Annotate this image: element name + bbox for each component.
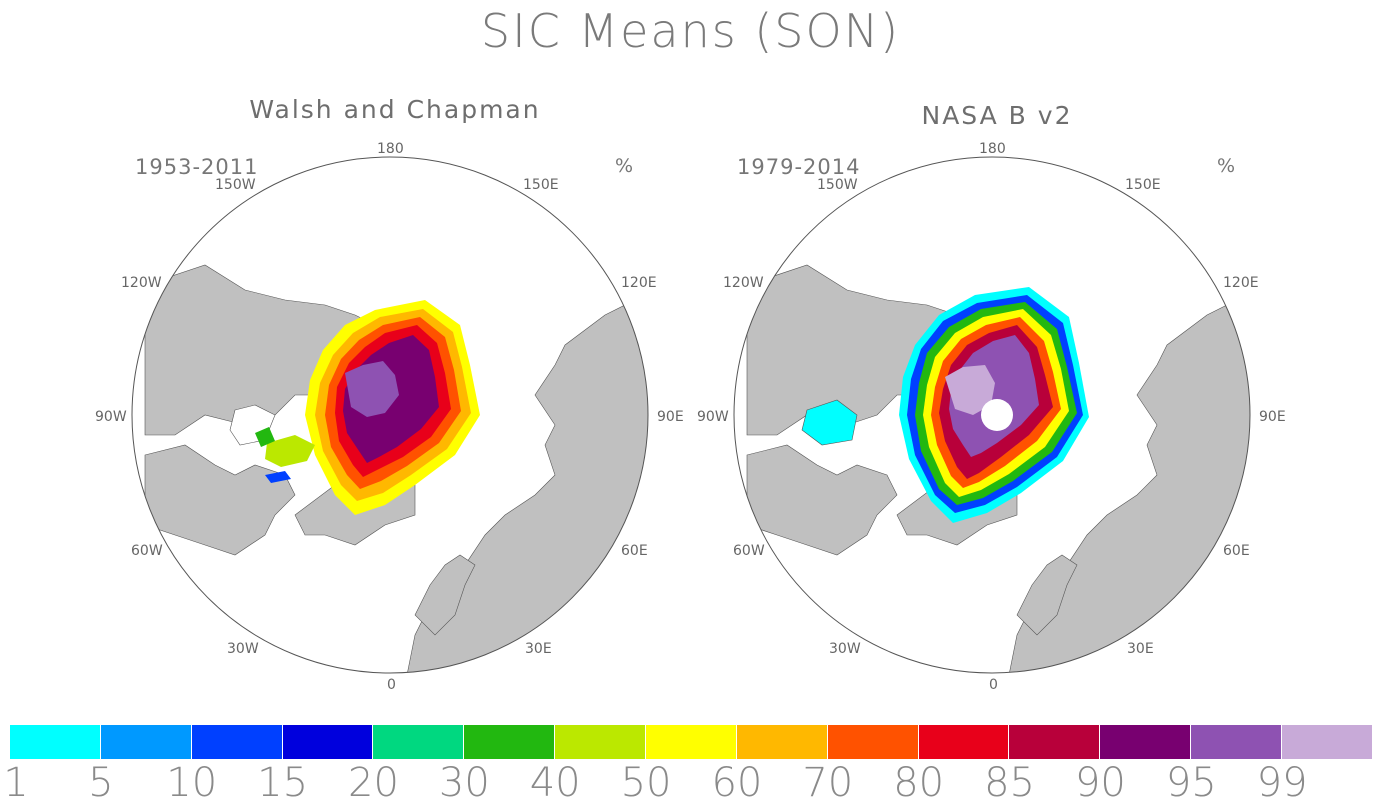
lon-label-90w: 90W xyxy=(95,409,127,425)
lon-label-30e: 30E xyxy=(525,641,552,657)
colorbar-tick-label: 1 xyxy=(3,760,29,806)
lon-label-60w: 60W xyxy=(131,543,163,559)
colorbar-tick-label: 90 xyxy=(1074,760,1126,806)
map-panel-nasa-b-v2: NASA B v2 1979-2014 % 180 150W 15 xyxy=(687,95,1307,695)
polar-map xyxy=(131,156,649,674)
colorbar-swatch xyxy=(373,725,465,759)
colorbar-tick-label: 60 xyxy=(711,760,763,806)
colorbar-swatch xyxy=(1282,725,1373,759)
colorbar-tick-label: 70 xyxy=(802,760,854,806)
colorbar-swatch xyxy=(10,725,101,759)
colorbar-tick-label: 30 xyxy=(438,760,490,806)
lon-label-90w: 90W xyxy=(697,409,729,425)
colorbar-tick-label: 5 xyxy=(88,760,114,806)
map-content xyxy=(734,157,1250,673)
lon-label-90e: 90E xyxy=(1259,409,1286,425)
colorbar-tick-label: 15 xyxy=(257,760,309,806)
lon-label-120w: 120W xyxy=(723,275,764,291)
panel-title: NASA B v2 xyxy=(921,101,1073,130)
colorbar-labels: 1 5 10 15 20 30 40 50 60 70 80 85 90 95 99 xyxy=(0,760,1381,807)
panel-title: Walsh and Chapman xyxy=(249,95,541,124)
period-label: 1979-2014 xyxy=(737,155,861,179)
colorbar-swatch xyxy=(555,725,647,759)
lon-label-120e: 120E xyxy=(1223,275,1259,291)
lon-label-30e: 30E xyxy=(1127,641,1154,657)
colorbar-swatch xyxy=(100,725,192,759)
lon-label-150e: 150E xyxy=(523,177,559,193)
lon-label-30w: 30W xyxy=(227,641,259,657)
lon-label-150w: 150W xyxy=(817,177,858,193)
polar-map xyxy=(733,156,1251,674)
lon-label-60e: 60E xyxy=(621,543,648,559)
map-panel-walsh-chapman: Walsh and Chapman 1953-2011 % xyxy=(85,95,705,695)
colorbar-swatch xyxy=(464,725,556,759)
colorbar-swatch xyxy=(1100,725,1192,759)
colorbar-swatch xyxy=(736,725,828,759)
colorbar-tick-label: 10 xyxy=(166,760,218,806)
colorbar-swatch xyxy=(282,725,374,759)
colorbar-swatch xyxy=(827,725,919,759)
lon-label-30w: 30W xyxy=(829,641,861,657)
colorbar-tick-label: 50 xyxy=(620,760,672,806)
colorbar-swatch xyxy=(1191,725,1283,759)
lon-label-150e: 150E xyxy=(1125,177,1161,193)
unit-label: % xyxy=(615,155,634,177)
colorbar xyxy=(10,725,1373,759)
lon-label-180: 180 xyxy=(377,141,404,157)
colorbar-swatch xyxy=(1009,725,1101,759)
colorbar-tick-label: 99 xyxy=(1256,760,1308,806)
colorbar-swatch xyxy=(191,725,283,759)
lon-label-90e: 90E xyxy=(657,409,684,425)
lon-label-150w: 150W xyxy=(215,177,256,193)
period-label: 1953-2011 xyxy=(135,155,259,179)
unit-label: % xyxy=(1217,155,1236,177)
main-title: SIC Means (SON) xyxy=(480,4,901,58)
lon-label-0: 0 xyxy=(989,677,998,693)
colorbar-swatch xyxy=(646,725,737,759)
lon-label-60w: 60W xyxy=(733,543,765,559)
lon-label-180: 180 xyxy=(979,141,1006,157)
colorbar-tick-label: 85 xyxy=(984,760,1035,806)
colorbar-tick-label: 95 xyxy=(1165,760,1217,806)
colorbar-swatch xyxy=(918,725,1010,759)
lon-label-60e: 60E xyxy=(1223,543,1250,559)
lon-label-120w: 120W xyxy=(121,275,162,291)
colorbar-tick-label: 80 xyxy=(893,760,945,806)
lon-label-0: 0 xyxy=(387,677,396,693)
colorbar-tick-label: 40 xyxy=(529,760,581,806)
lon-label-120e: 120E xyxy=(621,275,657,291)
map-content xyxy=(132,157,648,673)
colorbar-tick-label: 20 xyxy=(348,760,399,806)
